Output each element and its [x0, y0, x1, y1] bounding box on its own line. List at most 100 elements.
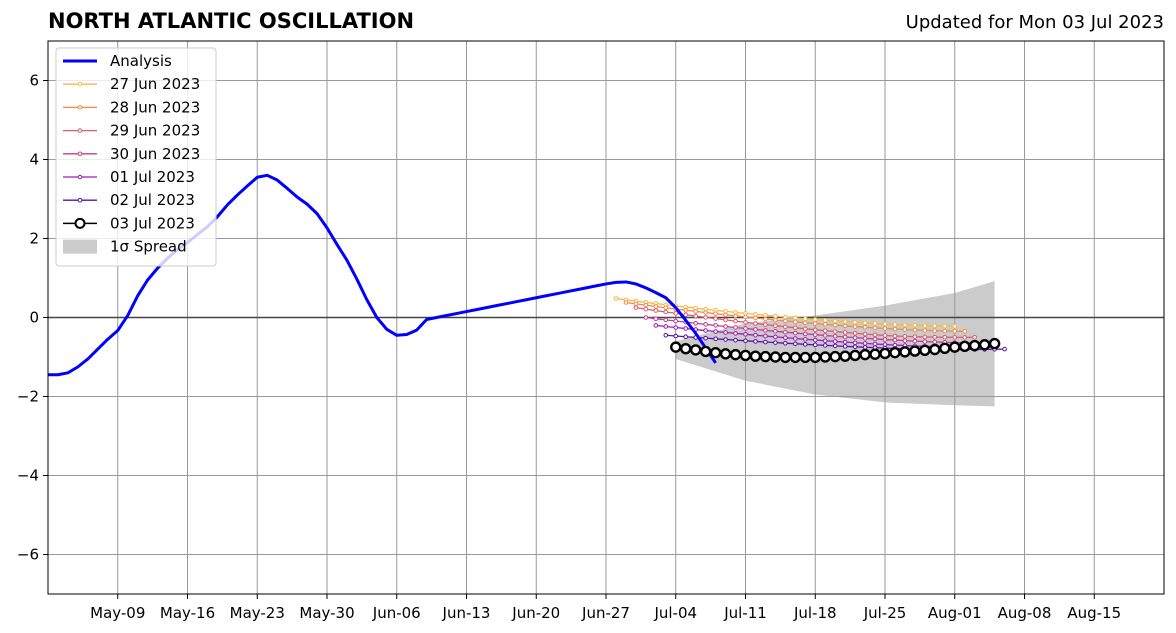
- forecast-point: [952, 323, 958, 329]
- forecast-point: [822, 333, 828, 338]
- forecast-point: [802, 326, 808, 332]
- current-forecast-point: [789, 351, 802, 364]
- current-forecast-point: [939, 342, 951, 355]
- current-forecast-point: [670, 341, 682, 353]
- forecast-point: [872, 341, 878, 347]
- y-tick-label: 4: [29, 151, 39, 169]
- forecast-point: [793, 330, 798, 336]
- forecast-point: [912, 327, 918, 333]
- forecast-point: [812, 327, 818, 333]
- forecast-point: [832, 322, 838, 328]
- forecast-point: [842, 344, 848, 349]
- x-tick-label: May-30: [299, 604, 354, 622]
- forecast-point: [812, 321, 818, 326]
- forecast-point: [763, 333, 768, 339]
- current-forecast-point: [759, 350, 772, 363]
- legend-label: Analysis: [110, 52, 172, 70]
- forecast-point: [653, 323, 659, 328]
- forecast-point: [842, 339, 848, 345]
- x-tick-label: Jun-20: [511, 604, 560, 622]
- forecast-point: [872, 336, 878, 342]
- forecast-point: [723, 324, 728, 329]
- y-tick-label: −4: [17, 467, 39, 485]
- forecast-point: [952, 328, 958, 334]
- forecast-point: [862, 341, 868, 346]
- forecast-point: [683, 312, 689, 318]
- forecast-point: [832, 333, 838, 339]
- forecast-point: [852, 330, 858, 336]
- legend-swatch-marker: [77, 151, 83, 157]
- forecast-point: [802, 336, 808, 342]
- forecast-point: [822, 328, 828, 333]
- tick-layer: May-09 May-16 May-23 May-30 Jun-06 Jun-13 Jun-…: [17, 72, 1121, 623]
- current-forecast-point: [719, 348, 732, 360]
- forecast-point: [902, 334, 908, 339]
- legend-label: 1σ Spread: [110, 238, 187, 256]
- current-forecast-point: [689, 344, 702, 356]
- current-forecast-point: [739, 349, 752, 362]
- forecast-point: [852, 319, 858, 325]
- current-forecast-point: [919, 344, 931, 356]
- forecast-point: [862, 336, 868, 341]
- forecast-point: [812, 337, 818, 343]
- forecast-point: [932, 323, 938, 329]
- current-forecast-point: [988, 337, 1001, 350]
- forecast-point: [882, 337, 888, 342]
- current-forecast-point: [849, 349, 861, 362]
- forecast-point: [763, 339, 768, 345]
- forecast-point: [962, 335, 968, 340]
- forecast-point: [952, 335, 958, 340]
- forecast-point: [972, 334, 977, 340]
- forecast-point: [753, 315, 758, 321]
- forecast-point: [663, 309, 669, 315]
- forecast-point: [892, 322, 898, 327]
- forecast-point: [793, 325, 798, 331]
- y-tick-label: 2: [29, 230, 39, 248]
- forecast-point: [942, 334, 948, 340]
- forecast-point: [753, 339, 758, 344]
- forecast-point: [763, 322, 768, 327]
- forecast-point: [942, 323, 948, 329]
- forecast-point: [783, 335, 788, 341]
- x-tick-label: Aug-08: [998, 604, 1052, 622]
- forecast-point: [753, 332, 758, 338]
- forecast-point: [912, 338, 918, 344]
- forecast-point: [723, 330, 728, 335]
- forecast-point: [912, 322, 918, 328]
- legend-box: [55, 47, 217, 267]
- y-tick-label: −2: [17, 388, 39, 406]
- forecast-point: [812, 342, 818, 348]
- current-forecast-point: [749, 350, 762, 362]
- x-tick-label: Jun-06: [372, 604, 421, 622]
- forecast-point: [932, 339, 938, 345]
- forecast-point: [773, 313, 778, 319]
- forecast-point: [783, 324, 788, 330]
- forecast-point: [882, 326, 888, 331]
- forecast-point: [822, 322, 828, 327]
- forecast-point: [793, 319, 798, 325]
- legend: Analysis 27 Jun 2023 28 Jun 2023 29 Jun 202…: [55, 47, 217, 267]
- forecast-point: [693, 313, 698, 319]
- forecast-point: [633, 301, 639, 307]
- current-forecast-point: [889, 346, 901, 359]
- current-forecast-point: [729, 348, 742, 361]
- forecast-point: [822, 317, 828, 323]
- chart-updated-date: Updated for Mon 03 Jul 2023: [905, 12, 1164, 33]
- forecast-point: [733, 313, 738, 319]
- legend-swatch-marker: [77, 105, 83, 110]
- forecast-point: [613, 296, 619, 301]
- forecast-point: [902, 338, 908, 343]
- forecast-point: [832, 339, 838, 344]
- legend-label: 28 Jun 2023: [110, 98, 200, 116]
- forecast-point: [653, 308, 659, 313]
- forecast-point: [852, 344, 858, 350]
- legend-swatch-marker: [77, 128, 83, 133]
- current-forecast-point: [699, 345, 712, 358]
- forecast-point: [1002, 346, 1007, 352]
- forecast-point: [683, 326, 689, 331]
- forecast-point: [832, 318, 838, 324]
- forecast-point: [852, 340, 858, 346]
- forecast-point: [643, 315, 649, 320]
- forecast-point: [683, 334, 689, 340]
- forecast-point: [663, 305, 669, 311]
